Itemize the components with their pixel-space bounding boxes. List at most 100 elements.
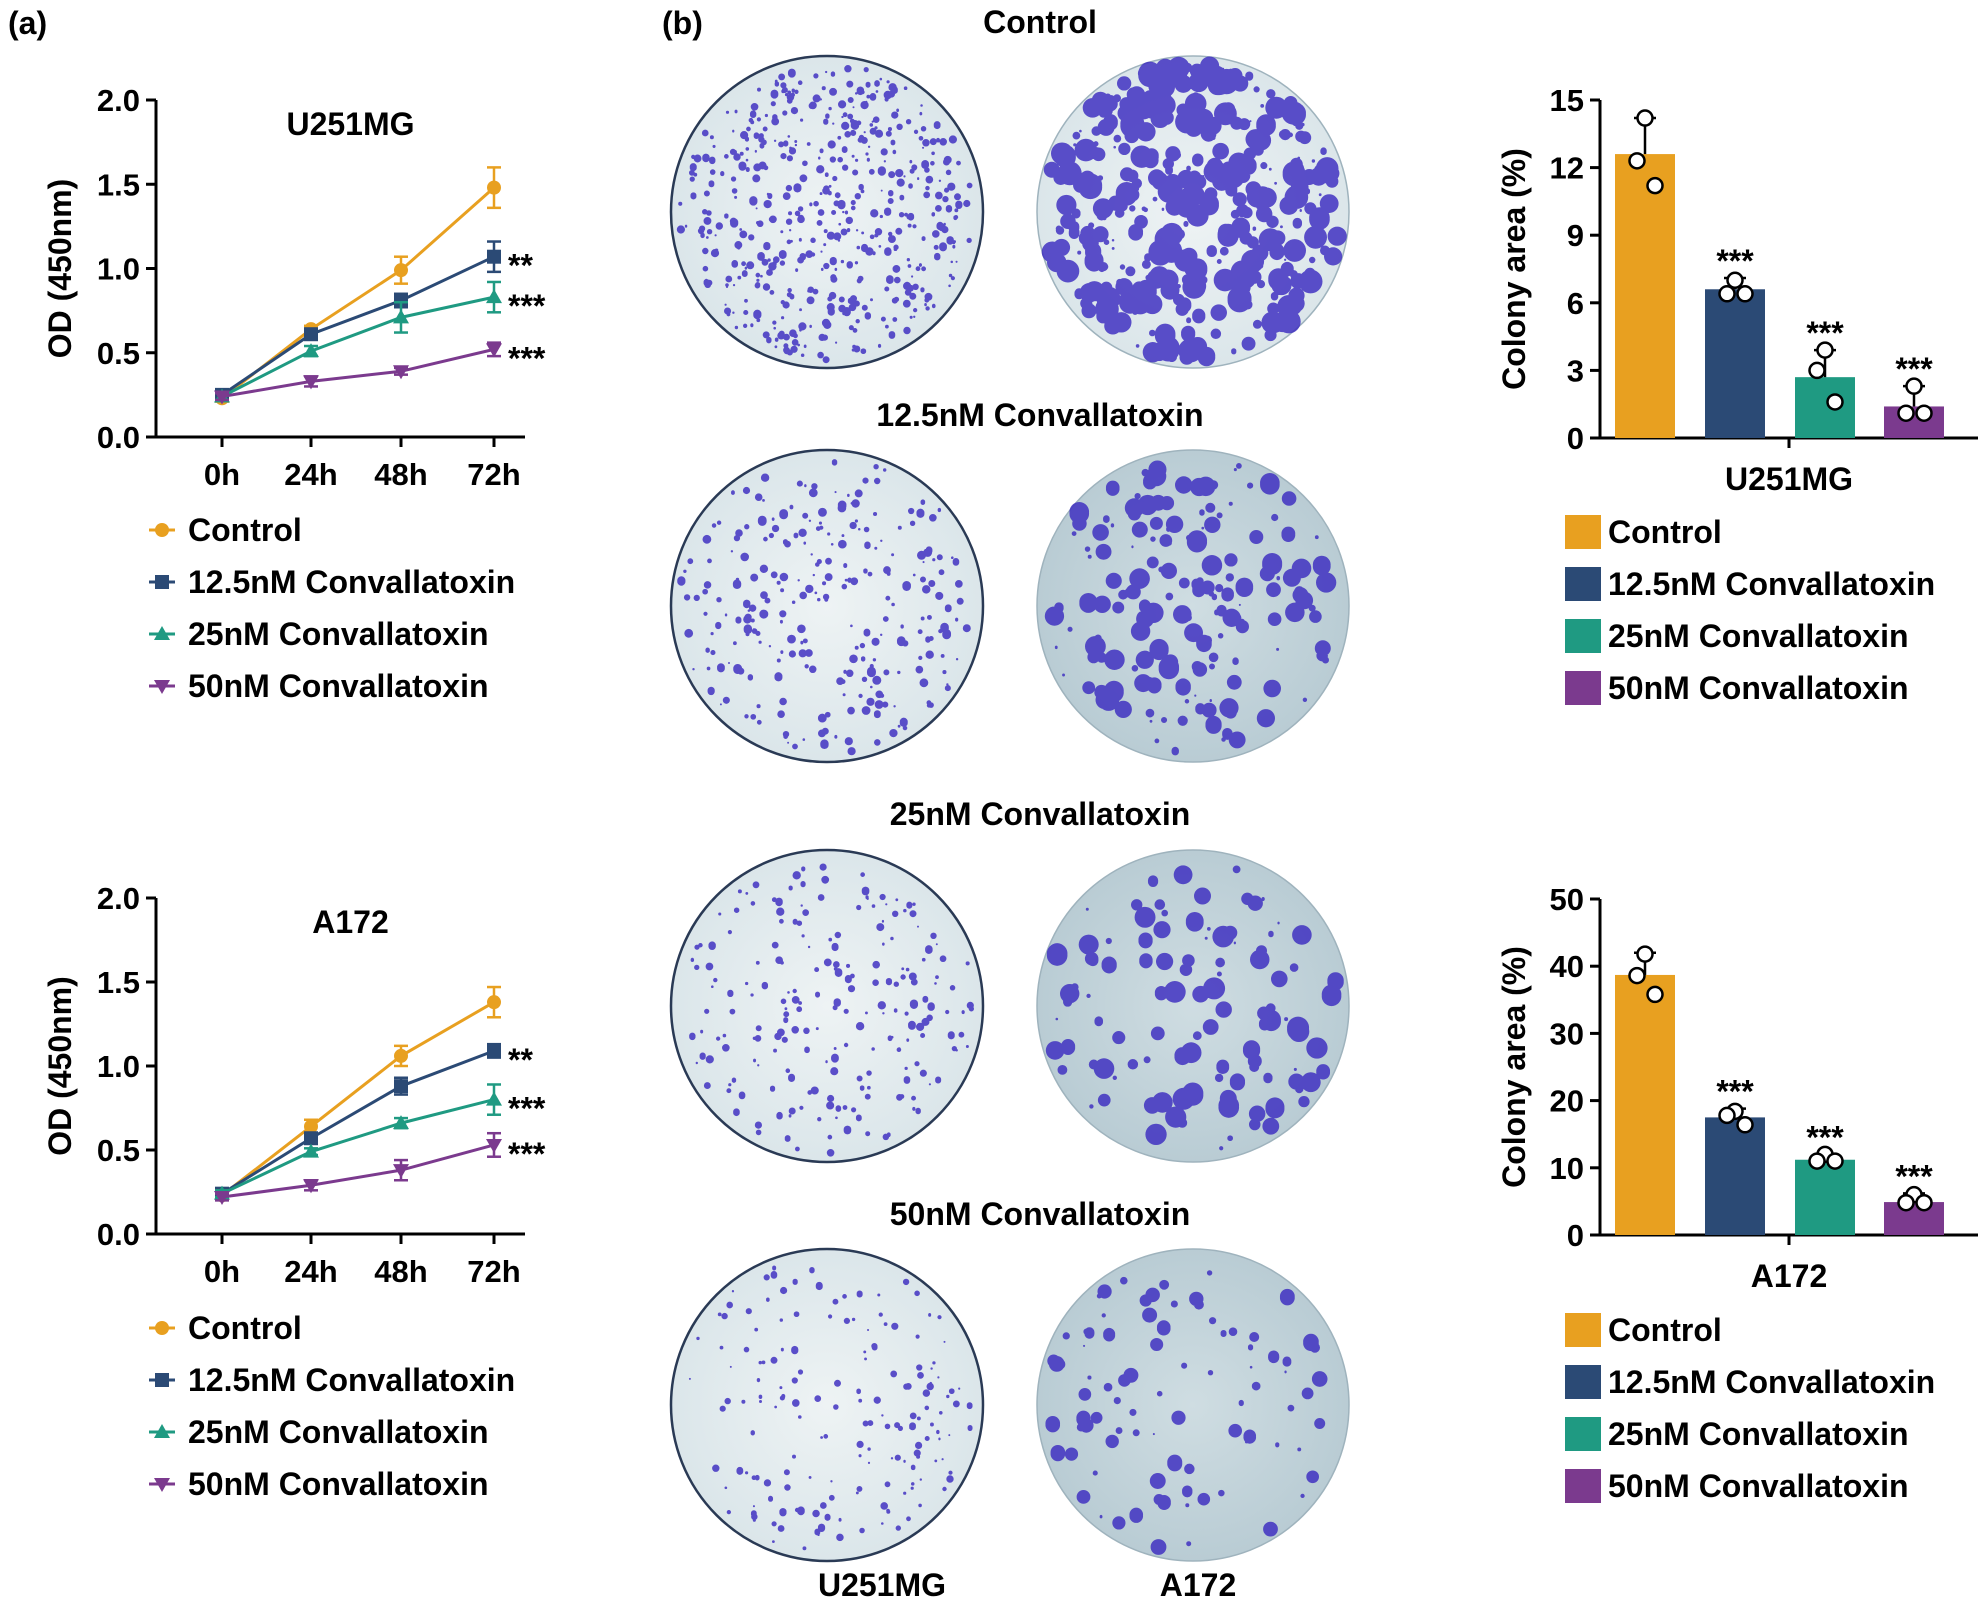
plate-dish (1036, 849, 1350, 1163)
bar-group-50nm-convallatoxin: *** (1884, 1158, 1944, 1235)
y-tick-label: 0.5 (97, 1133, 140, 1168)
legend-item-50nm-convallatoxin: 50nM Convallatoxin (149, 1466, 489, 1502)
plate-colonies (676, 64, 973, 364)
y-tick-label: 50 (1550, 882, 1584, 917)
x-tick-label-48h: 48h (374, 457, 427, 492)
legend-item-50nm-convallatoxin: 50nM Convallatoxin (1565, 670, 1909, 706)
significance-label: *** (508, 340, 546, 376)
legend-marker (155, 523, 169, 537)
y-tick-label: 20 (1550, 1084, 1584, 1119)
replicate-point (1905, 377, 1923, 395)
legend-label: Control (1608, 514, 1722, 550)
legend-swatch (1565, 515, 1601, 549)
data-point (394, 1079, 408, 1094)
y-tick-label: 40 (1550, 949, 1584, 984)
plate-colonies (689, 863, 974, 1157)
legend-item-control: Control (149, 512, 302, 548)
line-legend-u251mg: Control 12.5nM Convallatoxin 25nM Convalla… (149, 512, 515, 704)
legend-item-50nm-convallatoxin: 50nM Convallatoxin (149, 668, 489, 704)
plate-colonies (1044, 460, 1337, 756)
data-point (393, 1164, 409, 1179)
y-axis-label: Colony area (%) (1496, 148, 1532, 390)
significance-label: *** (508, 288, 546, 324)
data-point (486, 1138, 502, 1153)
y-tick-label: 0.0 (97, 1217, 140, 1252)
data-point (214, 1191, 230, 1206)
data-point (487, 249, 501, 264)
significance-label: *** (1806, 1119, 1844, 1155)
y-tick-label: 6 (1567, 286, 1584, 321)
y-tick-label: 0.5 (97, 336, 140, 371)
legend-item-25nm-convallatoxin: 25nM Convallatoxin (149, 1414, 489, 1450)
significance-label: *** (508, 1136, 546, 1172)
data-point (486, 343, 502, 358)
bar (1705, 1117, 1765, 1235)
series-50nm-convallatoxin: *** (214, 340, 546, 405)
series-line (221, 347, 495, 399)
data-point (304, 1131, 318, 1146)
replicate-point (1808, 1152, 1826, 1170)
replicate-point (1718, 1106, 1736, 1125)
bar-group-12-5nm-convallatoxin: *** (1705, 243, 1765, 438)
data-point (214, 390, 230, 405)
bar-chart-a172: 0 10 20 30 40 50 Colony area (%) A172 *** *** *** (1496, 882, 1978, 1294)
plate-column-label-u251mg: U251MG (818, 1567, 946, 1603)
plate-12-5nm-a172 (1036, 449, 1350, 763)
y-tick-label: 1.5 (97, 965, 140, 1000)
replicate-point (1897, 404, 1915, 422)
series-line (221, 255, 495, 397)
x-tick-label-72h: 72h (467, 1254, 520, 1289)
data-point (487, 180, 501, 195)
colony-dots (1044, 460, 1337, 756)
plate-50nm-a172 (1036, 1248, 1350, 1562)
y-tick-label: 0 (1567, 421, 1584, 456)
replicate-point (1636, 945, 1654, 963)
series-line (221, 295, 495, 398)
replicate-point (1718, 285, 1736, 303)
data-point (303, 343, 319, 358)
chart-title: A172 (312, 904, 389, 940)
legend-marker (154, 680, 170, 694)
panel-label-b: (b) (662, 5, 703, 41)
data-point (487, 995, 501, 1010)
series-12-5nm-convallatoxin: ** (215, 240, 533, 402)
plate-row-title-control: Control (983, 4, 1097, 40)
plate-colonies (1041, 56, 1347, 367)
data-point (304, 1119, 318, 1134)
legend-swatch (1565, 1313, 1601, 1347)
y-tick-label: 1.0 (97, 1049, 140, 1084)
bar-group-25nm-convallatoxin: *** (1795, 315, 1855, 438)
plate-colonies (1045, 865, 1344, 1151)
plate-25nm-u251mg (669, 848, 985, 1164)
legend-label: 25nM Convallatoxin (188, 1414, 489, 1450)
replicate-point (1816, 341, 1834, 359)
y-tick-label: 9 (1567, 218, 1584, 253)
legend-item-25nm-convallatoxin: 25nM Convallatoxin (1565, 618, 1909, 654)
legend-marker (154, 626, 170, 640)
significance-label: *** (1716, 1074, 1754, 1110)
legend-marker (155, 1373, 169, 1387)
plate-dish (669, 848, 985, 1164)
legend-item-control: Control (1565, 514, 1722, 550)
legend-item-50nm-convallatoxin: 50nM Convallatoxin (1565, 1468, 1909, 1504)
legend-swatch (1565, 619, 1601, 653)
y-tick-label: 15 (1550, 83, 1584, 118)
plate-column-label-a172: A172 (1160, 1567, 1237, 1603)
legend-label: 50nM Convallatoxin (1608, 670, 1909, 706)
plate-control-a172 (1036, 55, 1350, 369)
y-tick-label: 1.5 (97, 167, 140, 202)
replicate-point (1646, 176, 1664, 195)
legend-label: 12.5nM Convallatoxin (1608, 566, 1935, 602)
significance-label: *** (508, 1091, 546, 1127)
plate-row-title-50nm: 50nM Convallatoxin (890, 1196, 1191, 1232)
bar (1795, 377, 1855, 438)
bar (1615, 154, 1675, 438)
colony-dots (1041, 56, 1347, 367)
series-50nm-convallatoxin: *** (214, 1131, 546, 1206)
line-chart-u251mg: 0.0 0.5 1.0 1.5 2.0 0h 24h 48h 72h U251MG OD (450n… (42, 83, 546, 492)
bar-group-50nm-convallatoxin: *** (1884, 351, 1944, 438)
significance-label: ** (508, 1042, 533, 1078)
replicate-point (1736, 1116, 1754, 1134)
colony-plates: Control 12.5nM Convallatoxin 25nM Conval… (669, 4, 1350, 1603)
x-tick-label-24h: 24h (284, 457, 337, 492)
